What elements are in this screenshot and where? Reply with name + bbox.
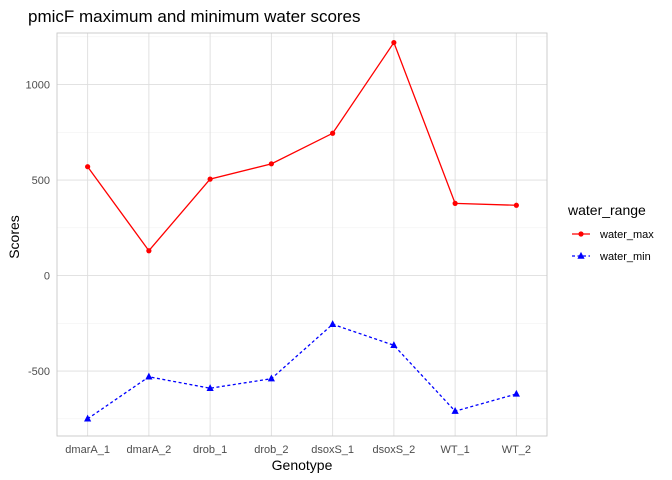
data-point-water_max: [268, 161, 274, 167]
data-point-water_min: [267, 374, 275, 382]
data-point-water_max: [207, 176, 213, 182]
legend-label-water_max: water_max: [599, 229, 654, 241]
data-point-water_min: [329, 320, 337, 327]
data-point-water_min: [512, 389, 520, 397]
data-point-water_max: [391, 39, 397, 46]
data-point-water_min: [390, 341, 398, 348]
legend-label-water_min: water_min: [599, 251, 651, 263]
data-point-water_min: [206, 384, 214, 391]
x-tick-label: dsoxS_1: [311, 444, 354, 456]
data-point-water_max: [513, 202, 519, 208]
plot-grid: [56, 32, 548, 437]
x-tick-label: WT_2: [502, 444, 531, 456]
data-point-water_min: [145, 372, 153, 380]
x-tick-label: dsoxS_2: [372, 444, 415, 456]
x-tick-label: dmarA_2: [127, 444, 172, 456]
data-point-water_min: [84, 414, 92, 422]
x-tick-label: drob_1: [193, 444, 227, 456]
data-point-water_max: [452, 200, 458, 206]
data-point-water_max: [85, 164, 91, 170]
legend-key-marker: [577, 251, 585, 259]
y-axis-title: Scores: [6, 215, 22, 259]
axis-ticks: -500 0 500 1000 dmarA_1 dmarA_2 drob_1 drob_2 ds…: [26, 80, 532, 456]
x-tick-label: dmarA_1: [65, 444, 110, 456]
legend-title: water_range: [567, 202, 646, 218]
x-tick-label: drob_2: [254, 444, 288, 456]
series-line-water_max: [87, 41, 517, 252]
plot-series: [84, 39, 520, 422]
data-point-water_max: [330, 130, 336, 136]
x-axis-title: Genotype: [272, 457, 333, 473]
legend-key-marker: [578, 231, 584, 237]
legend: water_range water_max water_min: [567, 202, 654, 263]
chart-title: pmicF maximum and minimum water scores: [28, 7, 361, 26]
y-tick-label: 500: [32, 175, 50, 187]
y-tick-label: -500: [28, 366, 50, 378]
data-point-water_min: [451, 407, 459, 414]
data-point-water_max: [146, 248, 152, 254]
y-tick-label: 1000: [26, 80, 50, 92]
series-line-water_min: [87, 323, 517, 420]
x-tick-label: WT_1: [440, 444, 469, 456]
panel-border: [56, 32, 548, 437]
y-tick-label: 0: [44, 271, 50, 283]
